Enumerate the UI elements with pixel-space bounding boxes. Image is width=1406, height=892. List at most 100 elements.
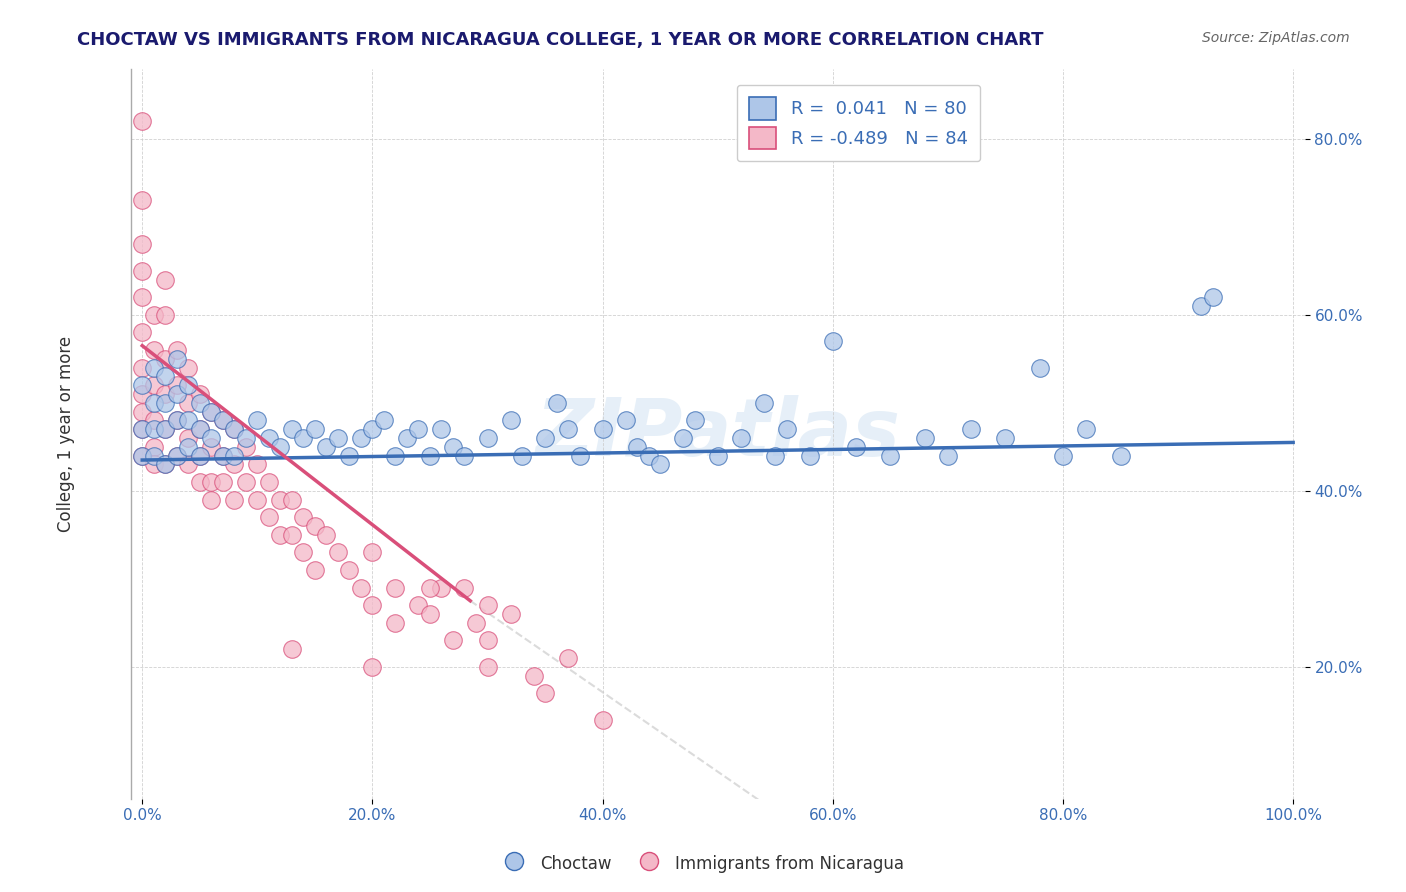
Point: [188, 422, 211, 436]
Point: [246, 492, 269, 507]
Point: [131, 114, 153, 128]
Point: [211, 449, 233, 463]
Point: [408, 598, 430, 612]
Point: [395, 431, 418, 445]
Point: [200, 440, 222, 454]
Point: [499, 607, 522, 621]
Point: [799, 449, 821, 463]
Point: [304, 563, 326, 577]
Point: [155, 308, 177, 322]
Point: [200, 404, 222, 418]
Point: [269, 492, 291, 507]
Point: [131, 404, 153, 418]
Point: [441, 440, 464, 454]
Point: [350, 581, 373, 595]
Point: [845, 440, 868, 454]
Point: [281, 422, 304, 436]
Point: [477, 431, 499, 445]
Point: [166, 449, 188, 463]
Point: [419, 581, 441, 595]
Point: [166, 351, 188, 366]
Point: [292, 431, 315, 445]
Point: [269, 440, 291, 454]
Point: [188, 449, 211, 463]
Point: [453, 581, 475, 595]
Point: [142, 440, 165, 454]
Point: [235, 440, 257, 454]
Point: [142, 422, 165, 436]
Point: [188, 475, 211, 489]
Point: [557, 422, 579, 436]
Point: [1029, 360, 1052, 375]
Point: [1074, 422, 1097, 436]
Point: [142, 449, 165, 463]
Point: [614, 413, 637, 427]
Point: [224, 422, 246, 436]
Point: [936, 449, 959, 463]
Point: [499, 413, 522, 427]
Point: [706, 449, 728, 463]
Point: [419, 607, 441, 621]
Point: [419, 449, 441, 463]
Point: [339, 563, 361, 577]
Point: [131, 387, 153, 401]
Point: [361, 598, 384, 612]
Point: [465, 615, 488, 630]
Point: [235, 475, 257, 489]
Point: [960, 422, 983, 436]
Point: [257, 431, 280, 445]
Point: [155, 422, 177, 436]
Point: [142, 378, 165, 392]
Point: [155, 422, 177, 436]
Point: [430, 581, 453, 595]
Point: [650, 458, 672, 472]
Point: [592, 422, 614, 436]
Point: [131, 449, 153, 463]
Point: [131, 290, 153, 304]
Point: [626, 440, 648, 454]
Point: [211, 413, 233, 427]
Point: [339, 449, 361, 463]
Point: [166, 449, 188, 463]
Point: [914, 431, 936, 445]
Point: [477, 660, 499, 674]
Point: [235, 431, 257, 445]
Point: [408, 422, 430, 436]
Point: [131, 264, 153, 278]
Point: [441, 633, 464, 648]
Legend: Choctaw, Immigrants from Nicaragua: Choctaw, Immigrants from Nicaragua: [495, 847, 911, 880]
Point: [211, 475, 233, 489]
Point: [384, 449, 406, 463]
Point: [292, 510, 315, 524]
Point: [224, 458, 246, 472]
Point: [166, 413, 188, 427]
Point: [166, 387, 188, 401]
Point: [188, 396, 211, 410]
Point: [430, 422, 453, 436]
Point: [384, 615, 406, 630]
Point: [592, 713, 614, 727]
Point: [257, 510, 280, 524]
Text: Source: ZipAtlas.com: Source: ZipAtlas.com: [1202, 31, 1350, 45]
Point: [373, 413, 395, 427]
Point: [1052, 449, 1074, 463]
Point: [188, 422, 211, 436]
Point: [683, 413, 706, 427]
Point: [568, 449, 591, 463]
Point: [142, 396, 165, 410]
Point: [257, 475, 280, 489]
Point: [131, 237, 153, 252]
Point: [155, 273, 177, 287]
Point: [361, 660, 384, 674]
Text: CHOCTAW VS IMMIGRANTS FROM NICARAGUA COLLEGE, 1 YEAR OR MORE CORRELATION CHART: CHOCTAW VS IMMIGRANTS FROM NICARAGUA COL…: [77, 31, 1043, 49]
Point: [534, 431, 557, 445]
Point: [326, 431, 349, 445]
Point: [361, 545, 384, 559]
Point: [453, 449, 475, 463]
Point: [304, 422, 326, 436]
Point: [188, 449, 211, 463]
Point: [200, 475, 222, 489]
Point: [672, 431, 695, 445]
Text: ZIPatlas: ZIPatlas: [536, 394, 900, 473]
Point: [1201, 290, 1223, 304]
